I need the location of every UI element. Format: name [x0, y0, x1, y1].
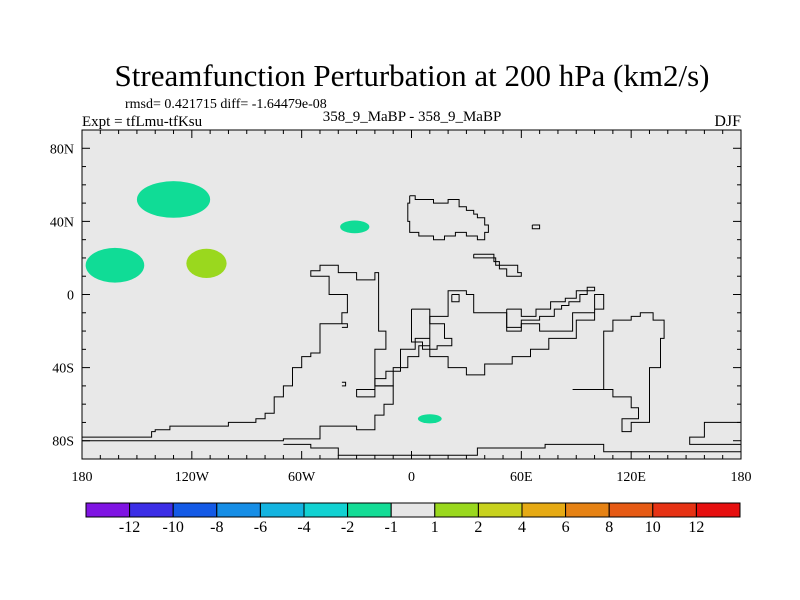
colorbar-box	[129, 502, 174, 518]
colorbar-labels: -12 -10 -8 -6 -4 -2 -1 1 2 4 6 8 10 12	[119, 519, 704, 536]
coastline-13	[341, 381, 347, 387]
x-tick-labels: 180 120W 60W 0 60E 120E 180	[72, 470, 752, 485]
colorbar-label: 12	[688, 519, 704, 536]
colorbar-box	[172, 502, 218, 518]
anomaly-region-5	[417, 414, 442, 424]
stats-line: rmsd= 0.421715 diff= -1.64479e-08	[125, 97, 327, 112]
coastline-9	[473, 253, 522, 277]
colorbar-box	[303, 502, 349, 518]
y-tick-label: 0	[67, 289, 74, 304]
colorbar-label: 6	[562, 519, 570, 536]
x-tick-label: 120W	[175, 470, 210, 485]
x-tick-label: 0	[408, 470, 415, 485]
chart-title: Streamfunction Perturbation at 200 hPa (…	[115, 58, 710, 93]
coastline-7	[341, 323, 348, 328]
coastline-3	[689, 421, 741, 445]
axis-ticks	[81, 130, 742, 459]
x-tick-label: 180	[72, 470, 93, 485]
y-tick-label: 40N	[50, 215, 74, 230]
coastline-1	[82, 264, 394, 442]
y-tick-labels: 80N 40N 0 40S 80S	[50, 142, 74, 449]
colorbar-label: -4	[297, 519, 310, 536]
colorbar-box	[390, 502, 436, 518]
coastline-layer	[82, 195, 741, 456]
coastline-8	[407, 195, 489, 241]
anomaly-region-3	[186, 248, 227, 279]
colorbar-label: 8	[605, 519, 613, 536]
y-tick-label: 80N	[50, 142, 74, 157]
colorbar-box	[216, 502, 261, 518]
x-tick-label: 120E	[616, 470, 646, 485]
colorbar-box	[347, 502, 392, 518]
coastline-2	[283, 443, 741, 456]
colorbar-label: 2	[474, 519, 482, 536]
colorbar-label: 10	[645, 519, 661, 536]
colorbar-box	[85, 502, 131, 518]
season-label: DJF	[714, 113, 741, 130]
colorbar-box	[608, 502, 654, 518]
chart-subtitle: 358_9_MaBP - 358_9_MaBP	[323, 109, 502, 125]
colorbar-box	[652, 502, 697, 518]
colorbar-label: -6	[254, 519, 267, 536]
x-tick-label: 60E	[510, 470, 533, 485]
colorbar-label: -8	[210, 519, 223, 536]
x-tick-label: 60W	[288, 470, 316, 485]
colorbar	[85, 502, 741, 518]
colorbar-label: 4	[518, 519, 526, 536]
coastline-10	[531, 224, 541, 230]
coastline-11	[451, 294, 460, 303]
experiment-label: Expt = tfLmu-tfKsu	[82, 114, 203, 130]
colorbar-box	[434, 502, 479, 518]
colorbar-label: -1	[385, 519, 398, 536]
colorbar-label: -2	[341, 519, 354, 536]
colorbar-box	[259, 502, 305, 518]
colorbar-label: 1	[431, 519, 439, 536]
anomaly-region-2	[85, 247, 145, 283]
y-tick-label: 80S	[52, 435, 74, 450]
anomaly-region-4	[340, 220, 370, 234]
coastline-12	[506, 286, 596, 328]
plot-background	[82, 130, 741, 459]
colorbar-box	[477, 502, 523, 518]
colorbar-label: -12	[119, 519, 140, 536]
colorbar-label: -10	[163, 519, 184, 536]
coastline-6	[411, 308, 453, 350]
colorbar-box	[695, 502, 741, 518]
coastline-4	[572, 312, 665, 433]
y-tick-label: 40S	[52, 362, 74, 377]
anomaly-layer	[85, 181, 442, 424]
colorbar-box	[565, 502, 610, 518]
x-tick-label: 180	[731, 470, 752, 485]
colorbar-box	[521, 502, 567, 518]
anomaly-region-1	[136, 181, 211, 218]
